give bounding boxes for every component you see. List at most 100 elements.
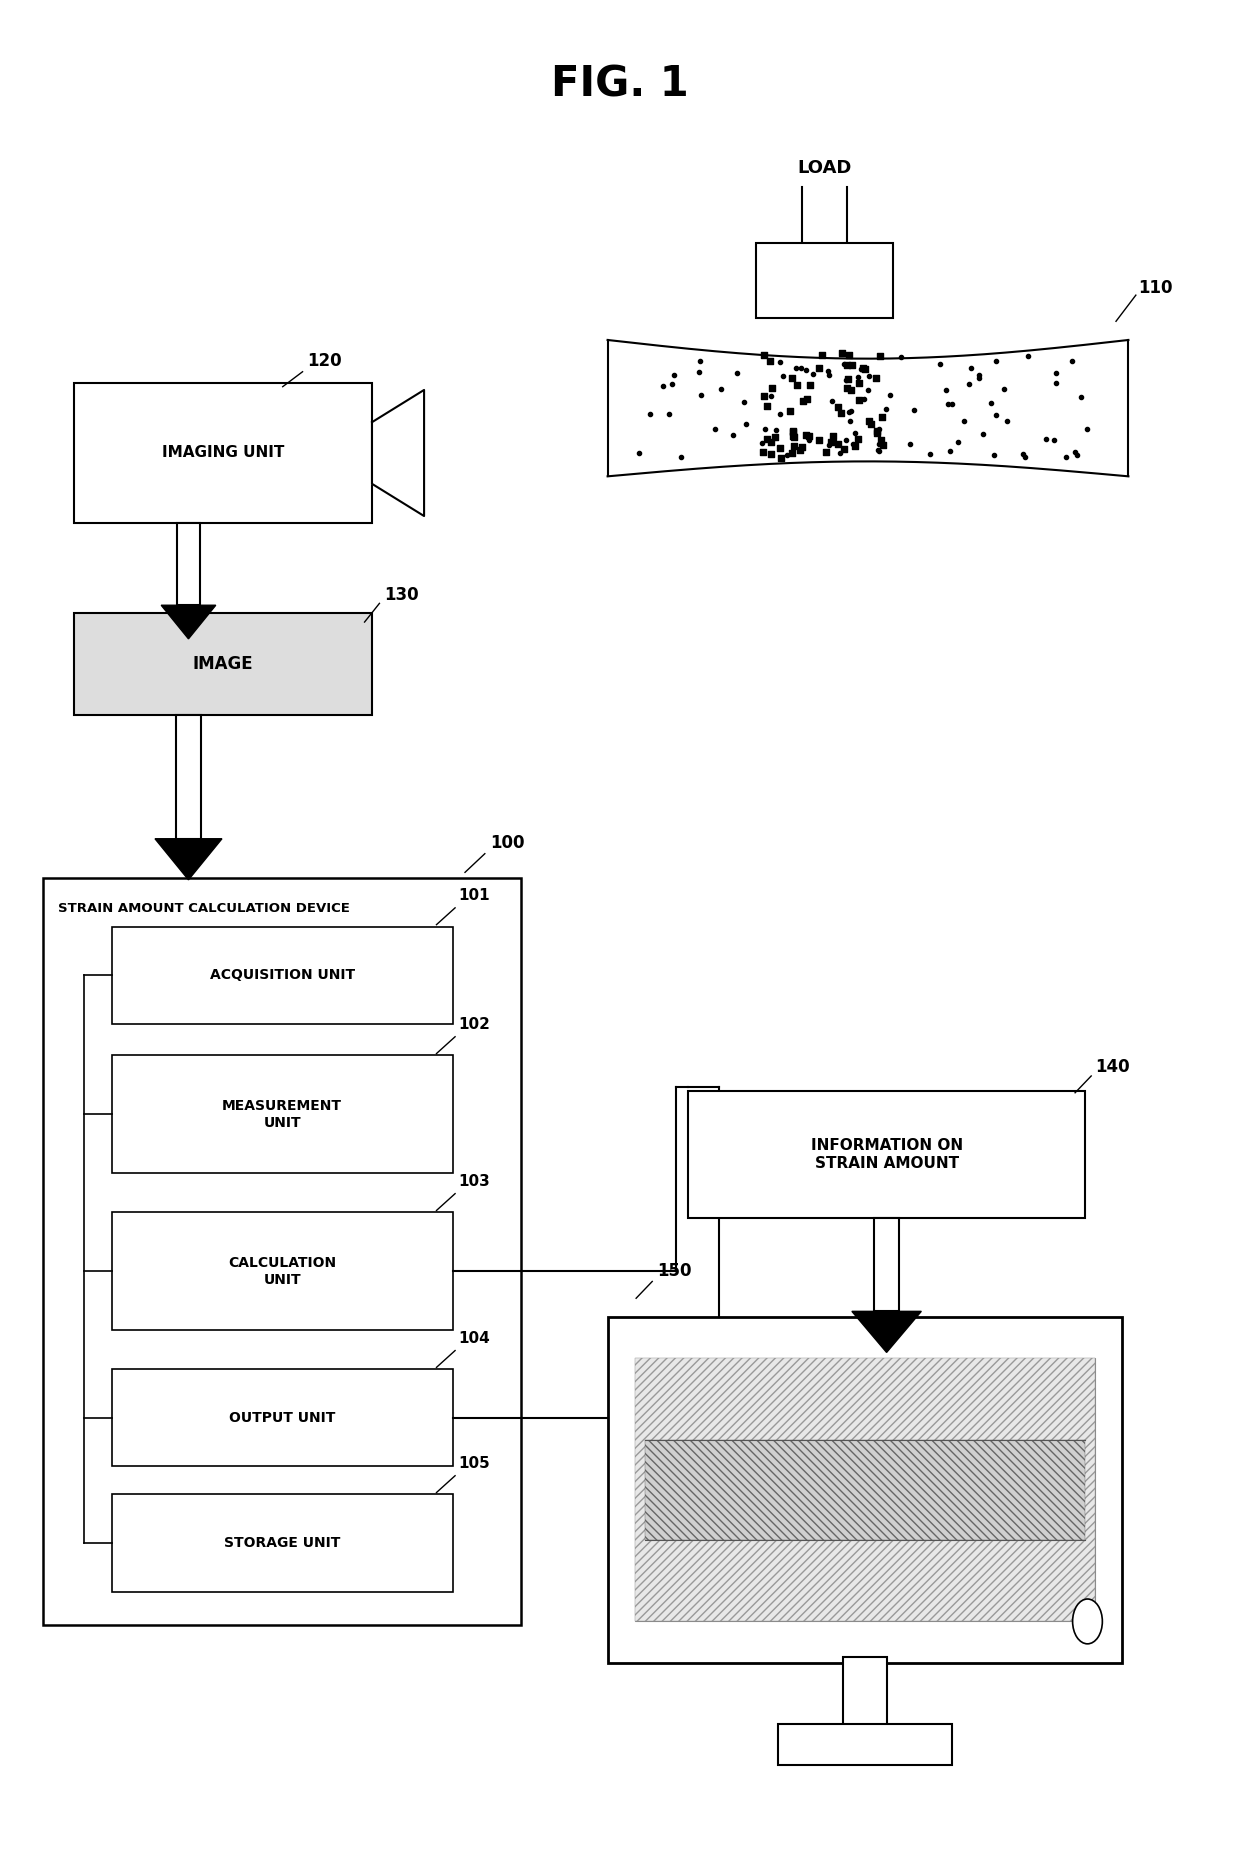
- Point: [760, 346, 780, 375]
- Point: [1065, 437, 1085, 467]
- Point: [985, 439, 1004, 469]
- Point: [841, 375, 861, 405]
- Text: IMAGING UNIT: IMAGING UNIT: [162, 445, 284, 461]
- Point: [784, 417, 804, 446]
- Point: [861, 409, 880, 439]
- Point: [766, 415, 786, 445]
- Point: [858, 375, 878, 405]
- Point: [804, 359, 823, 389]
- Point: [662, 370, 682, 400]
- Text: IMAGE: IMAGE: [193, 656, 253, 672]
- Text: OUTPUT UNIT: OUTPUT UNIT: [229, 1410, 335, 1425]
- Point: [818, 357, 838, 387]
- Point: [942, 389, 962, 418]
- Text: FIG. 1: FIG. 1: [551, 64, 689, 105]
- Point: [787, 370, 807, 400]
- Point: [868, 418, 888, 448]
- Point: [835, 349, 854, 379]
- Point: [835, 435, 854, 465]
- Point: [1014, 441, 1034, 471]
- Point: [837, 374, 857, 403]
- Point: [758, 392, 777, 422]
- Text: MEASUREMENT
UNIT: MEASUREMENT UNIT: [222, 1098, 342, 1130]
- Point: [830, 439, 849, 469]
- Point: [849, 385, 869, 415]
- Point: [816, 437, 836, 467]
- Point: [780, 396, 800, 426]
- Point: [1071, 383, 1091, 413]
- Point: [930, 349, 950, 379]
- Circle shape: [1073, 1599, 1102, 1644]
- Text: 110: 110: [1138, 280, 1173, 297]
- Point: [892, 342, 911, 372]
- Point: [875, 394, 895, 424]
- Point: [828, 392, 848, 422]
- Point: [904, 396, 924, 426]
- Point: [799, 422, 818, 452]
- Point: [949, 428, 968, 458]
- Point: [785, 432, 805, 461]
- Bar: [112, 1055, 453, 1173]
- Text: 140: 140: [1095, 1059, 1130, 1076]
- Point: [754, 381, 774, 411]
- Point: [796, 420, 816, 450]
- Text: 103: 103: [459, 1175, 491, 1190]
- Point: [973, 418, 993, 448]
- Point: [836, 364, 856, 394]
- Point: [870, 340, 890, 370]
- Point: [954, 405, 973, 435]
- Point: [800, 370, 820, 400]
- Bar: [756, 243, 893, 318]
- Polygon shape: [161, 605, 216, 639]
- Point: [784, 422, 804, 452]
- Polygon shape: [852, 1311, 921, 1352]
- Point: [753, 437, 773, 467]
- Point: [692, 379, 712, 409]
- Point: [812, 340, 832, 370]
- Bar: [688, 1091, 1085, 1218]
- Point: [810, 353, 830, 383]
- Point: [869, 437, 889, 467]
- Point: [689, 357, 709, 387]
- Point: [848, 424, 868, 454]
- Point: [837, 351, 857, 381]
- Point: [842, 349, 862, 379]
- Point: [797, 385, 817, 415]
- Point: [734, 387, 754, 417]
- Point: [663, 361, 683, 390]
- Point: [782, 420, 802, 450]
- Point: [880, 381, 900, 411]
- Point: [782, 439, 802, 469]
- Point: [791, 353, 811, 383]
- Point: [754, 340, 774, 370]
- Point: [867, 362, 887, 392]
- Point: [997, 405, 1017, 435]
- Point: [658, 398, 678, 428]
- Point: [832, 338, 852, 368]
- Text: 104: 104: [459, 1332, 491, 1347]
- Point: [825, 426, 844, 456]
- Point: [792, 432, 812, 461]
- Point: [761, 381, 781, 411]
- Bar: [645, 1440, 1085, 1539]
- Point: [873, 402, 893, 432]
- Point: [846, 418, 866, 448]
- Point: [940, 435, 960, 465]
- Point: [808, 426, 828, 456]
- Point: [853, 353, 873, 383]
- Point: [820, 361, 839, 390]
- Text: 101: 101: [459, 889, 491, 904]
- Point: [770, 433, 790, 463]
- Point: [838, 364, 858, 394]
- Point: [968, 361, 988, 390]
- Point: [786, 353, 806, 383]
- Point: [872, 426, 892, 456]
- Point: [839, 340, 859, 370]
- Text: CALCULATION
UNIT: CALCULATION UNIT: [228, 1255, 336, 1287]
- Point: [782, 362, 802, 392]
- Point: [839, 405, 859, 435]
- Point: [858, 361, 878, 390]
- Point: [727, 359, 746, 389]
- Polygon shape: [372, 390, 424, 516]
- Point: [831, 398, 851, 428]
